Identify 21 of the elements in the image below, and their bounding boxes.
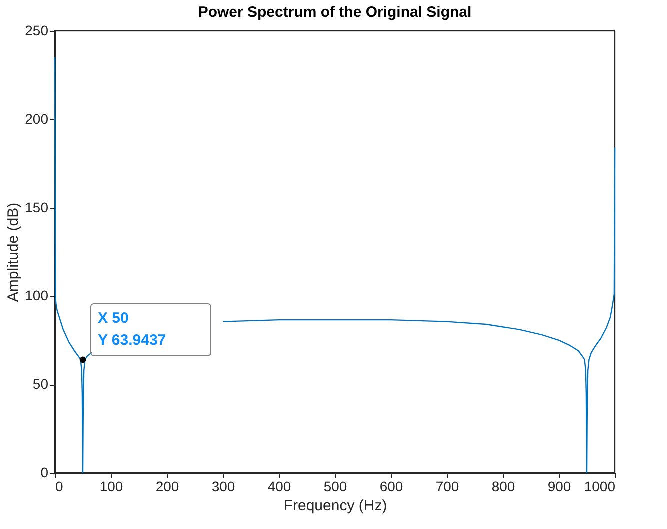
x-axis-title: Frequency (Hz) — [284, 498, 388, 514]
x-tick-label: 500 — [324, 478, 348, 494]
y-tick-label: 50 — [32, 376, 49, 392]
x-tick-label: 300 — [212, 478, 236, 494]
x-tick-label: 600 — [380, 478, 404, 494]
y-tick-label: 200 — [25, 110, 49, 127]
y-tick-label: 150 — [25, 199, 49, 216]
x-tick-label: 800 — [492, 478, 516, 494]
x-tick-label: 900 — [548, 478, 572, 494]
y-axis-title: Amplitude (dB) — [5, 202, 22, 302]
y-tick-label: 250 — [25, 22, 49, 38]
x-tick-label: 100 — [100, 478, 124, 494]
chart-title: Power Spectrum of the Original Signal — [198, 4, 472, 21]
x-tick-label: 200 — [156, 478, 180, 494]
annotation: X 50 Y 63.9437 — [98, 310, 166, 349]
y-tick-label: 100 — [25, 288, 49, 304]
y-tick-label: 0 — [40, 464, 49, 480]
x-tick-label: 1000 — [584, 478, 616, 494]
x-tick-label: 700 — [436, 478, 460, 494]
x-tick-label: 400 — [268, 478, 292, 494]
x-tick-label: 0 — [56, 478, 64, 494]
